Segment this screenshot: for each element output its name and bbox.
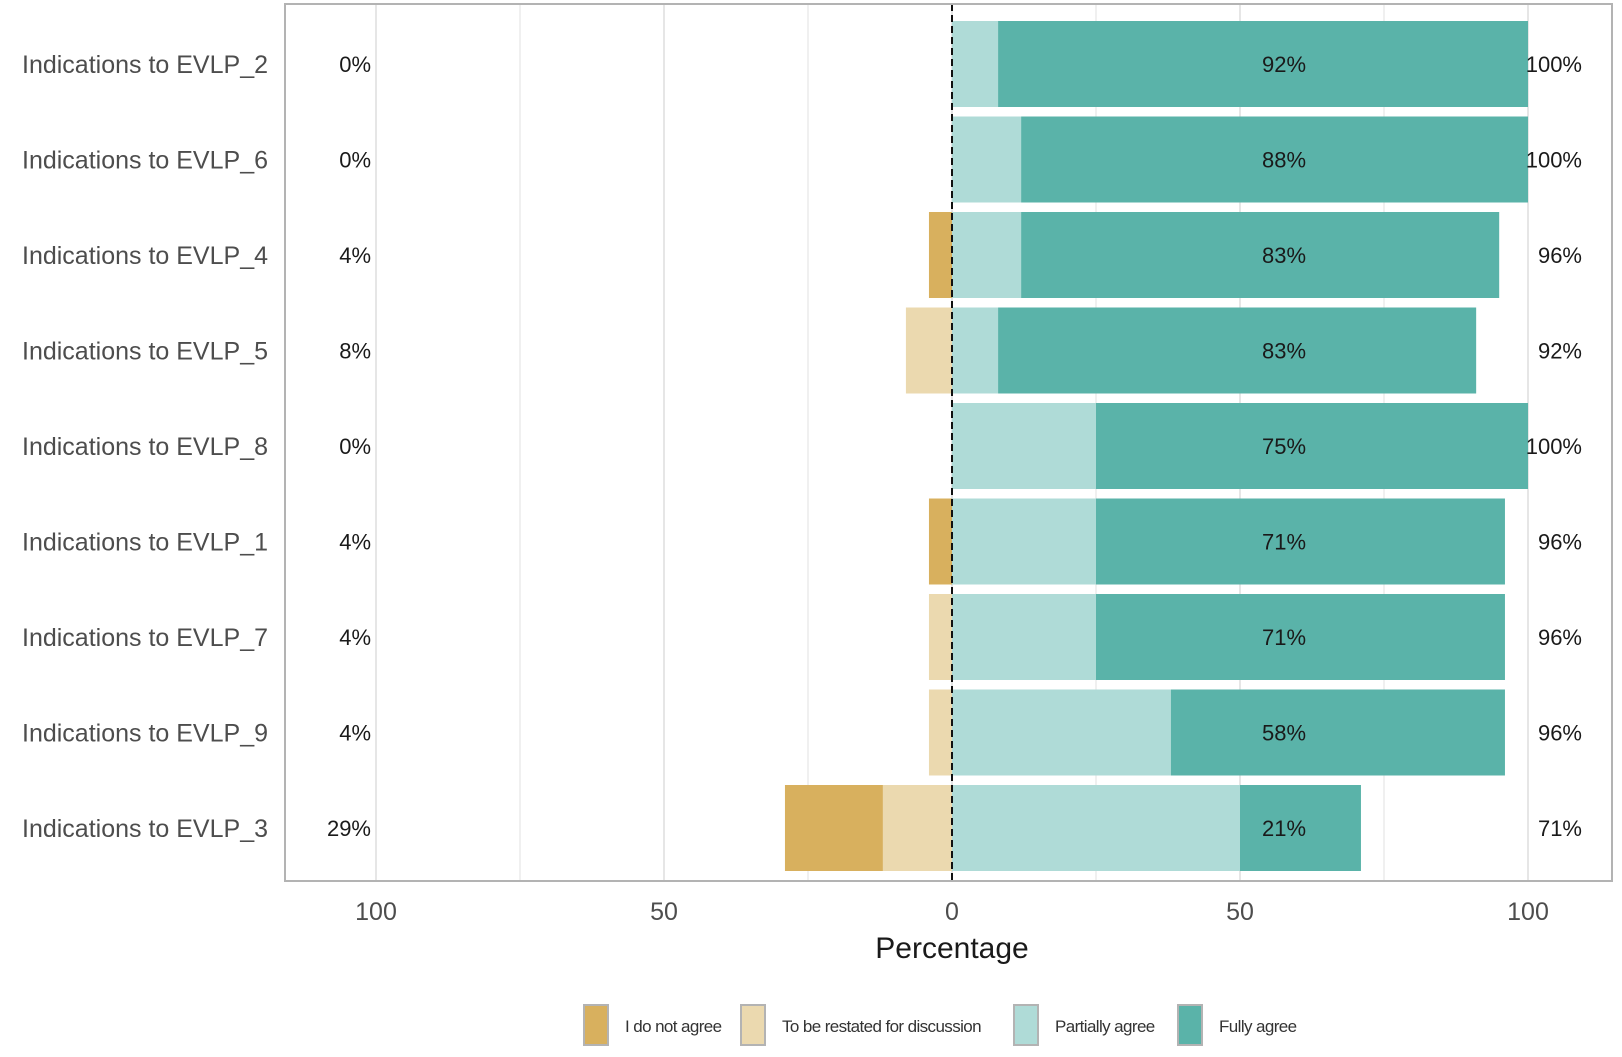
right-percentage-label: 100%	[1526, 434, 1582, 459]
bar-3-2	[952, 307, 999, 394]
right-percentage-label: 96%	[1538, 721, 1582, 746]
bar-2-2	[952, 212, 1022, 298]
category-label: Indications to EVLP_8	[22, 433, 268, 461]
center-percentage-label: 75%	[1262, 434, 1306, 459]
category-label: Indications to EVLP_6	[22, 147, 268, 175]
x-tick-labels: 100 50 0 50 100	[355, 898, 1549, 926]
right-percentage-label: 100%	[1526, 148, 1582, 173]
right-percentage-label: 96%	[1538, 243, 1582, 268]
bar-3-3	[998, 307, 1477, 394]
category-label: Indications to EVLP_2	[22, 51, 268, 79]
legend: I do not agree To be restated for discuss…	[583, 1004, 1297, 1046]
bar-5-0	[928, 498, 952, 585]
bar-7-3	[1170, 689, 1505, 776]
legend-label: Fully agree	[1219, 1017, 1297, 1036]
bar-6-3	[1096, 594, 1505, 680]
left-percentage-label: 4%	[339, 530, 371, 555]
bar-4-3	[1096, 403, 1528, 489]
legend-key	[1013, 1004, 1039, 1046]
right-percentage-label: 71%	[1538, 816, 1582, 841]
bar-0-2	[952, 21, 999, 107]
bar-2-0	[928, 212, 952, 298]
category-label: Indications to EVLP_4	[22, 242, 268, 270]
left-percentage-label: 4%	[339, 243, 371, 268]
left-percentage-label: 8%	[339, 339, 371, 364]
x-tick-label: 50	[1226, 898, 1254, 926]
x-tick-label: 100	[355, 898, 397, 926]
right-percentage-label: 96%	[1538, 625, 1582, 650]
bar-4-2	[952, 403, 1096, 489]
legend-key	[583, 1004, 609, 1046]
bar-8-3	[1240, 785, 1361, 871]
bar-1-2	[952, 116, 1022, 203]
bar-7-1	[928, 689, 952, 776]
bar-6-2	[952, 594, 1096, 680]
center-percentage-label: 21%	[1262, 816, 1306, 841]
right-percentage-label: 92%	[1538, 339, 1582, 364]
center-percentage-label: 88%	[1262, 148, 1306, 173]
x-tick-label: 50	[650, 898, 678, 926]
bar-8-2	[952, 785, 1240, 871]
left-percentage-label: 4%	[339, 721, 371, 746]
legend-key	[740, 1004, 766, 1046]
bars	[784, 21, 1528, 871]
bar-0-3	[998, 21, 1528, 107]
panel-border	[284, 3, 1613, 882]
center-percentage-label: 83%	[1262, 243, 1306, 268]
legend-label: I do not agree	[625, 1017, 722, 1036]
right-percentage-label: 96%	[1538, 530, 1582, 555]
right-percentage-label: 100%	[1526, 52, 1582, 77]
center-percentage-label: 92%	[1262, 52, 1306, 77]
category-label: Indications to EVLP_5	[22, 338, 268, 366]
legend-key	[1177, 1004, 1203, 1046]
left-percentage-label: 4%	[339, 625, 371, 650]
bar-3-1	[905, 307, 952, 394]
left-percentage-label: 0%	[339, 434, 371, 459]
category-label: Indications to EVLP_1	[22, 529, 268, 557]
bar-7-2	[952, 689, 1171, 776]
center-percentage-label: 83%	[1262, 339, 1306, 364]
bar-8-0	[784, 785, 883, 871]
left-percentage-label: 0%	[339, 148, 371, 173]
bar-5-3	[1096, 498, 1505, 585]
left-percentage-label: 29%	[327, 816, 371, 841]
x-tick-label: 0	[945, 898, 959, 926]
bar-5-2	[952, 498, 1096, 585]
legend-label: Partially agree	[1055, 1017, 1155, 1036]
bar-1-3	[1021, 116, 1528, 203]
category-label: Indications to EVLP_3	[22, 815, 268, 843]
bar-6-1	[928, 594, 952, 680]
bar-8-1	[882, 785, 952, 871]
left-percentage-label: 0%	[339, 52, 371, 77]
bar-2-3	[1021, 212, 1500, 298]
x-axis-title: Percentage	[875, 932, 1028, 965]
percentage-labels: 0% 92% 100% 0% 88% 100% 4% 83% 96% 8% 83% 92% 0% 75% 1…	[327, 52, 1582, 841]
category-labels: Indications to EVLP_2 Indications to EVLP…	[22, 51, 268, 843]
center-percentage-label: 71%	[1262, 625, 1306, 650]
center-percentage-label: 71%	[1262, 530, 1306, 555]
category-label: Indications to EVLP_7	[22, 624, 268, 652]
center-percentage-label: 58%	[1262, 721, 1306, 746]
legend-label: To be restated for discussion	[782, 1017, 981, 1036]
x-tick-label: 100	[1507, 898, 1549, 926]
category-label: Indications to EVLP_9	[22, 720, 268, 748]
